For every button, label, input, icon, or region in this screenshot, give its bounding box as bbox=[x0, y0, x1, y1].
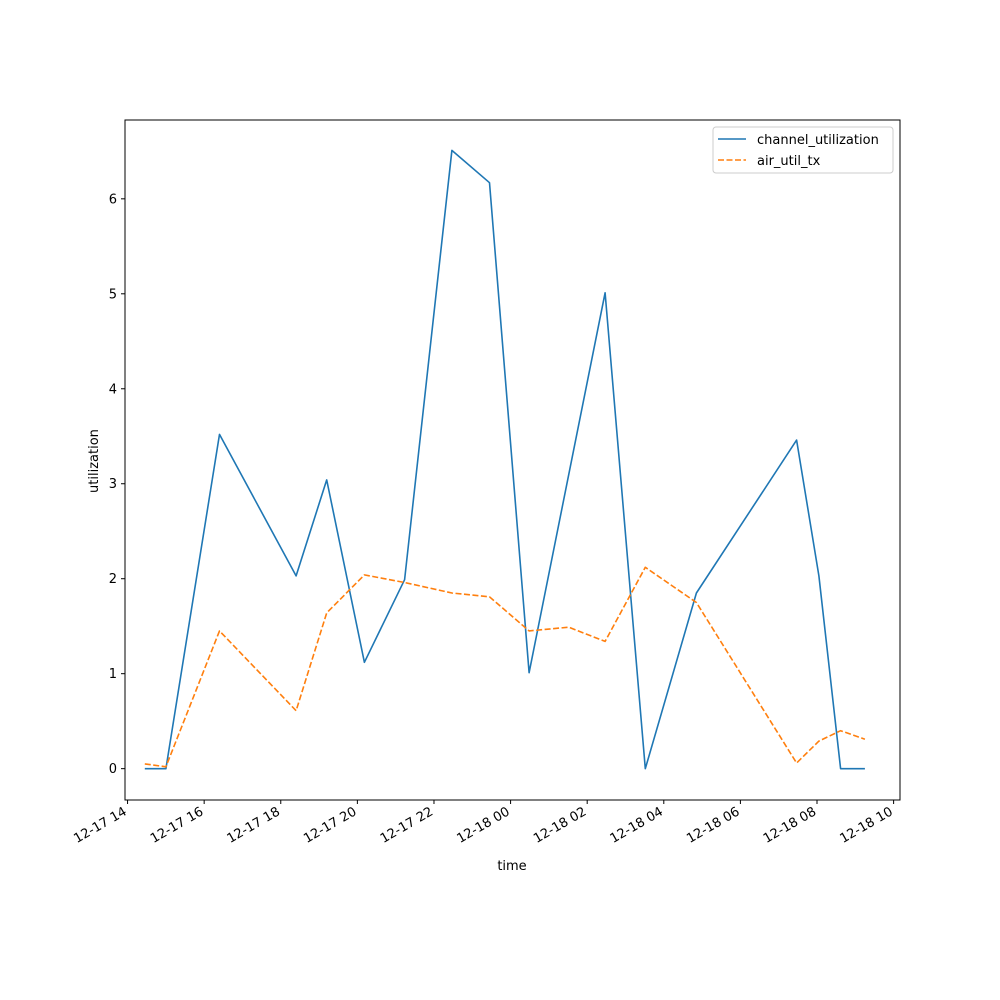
y-axis-label: utilization bbox=[87, 429, 102, 493]
legend: channel_utilization air_util_tx bbox=[712, 126, 894, 174]
y-tick-label: 0 bbox=[109, 762, 117, 777]
x-axis-ticks: 12-17 14 12-17 16 12-17 18 12-17 20 12-17 22… bbox=[71, 800, 896, 847]
x-axis-label: time bbox=[497, 859, 526, 874]
x-tick-label: 12-18 02 bbox=[531, 804, 589, 846]
y-tick-label: 5 bbox=[109, 287, 117, 302]
series-line-air-util-tx bbox=[144, 566, 866, 768]
y-tick-label: 4 bbox=[109, 382, 117, 397]
legend-box bbox=[712, 126, 894, 174]
x-tick-label: 12-17 14 bbox=[71, 804, 129, 846]
y-tick-label: 3 bbox=[109, 477, 117, 492]
x-tick-label: 12-17 22 bbox=[378, 804, 436, 846]
y-tick-label: 1 bbox=[109, 667, 117, 682]
y-tick-label: 6 bbox=[109, 192, 117, 207]
axes-frame bbox=[124, 119, 901, 801]
legend-label-air-util-tx: air_util_tx bbox=[757, 154, 821, 169]
x-tick-label: 12-18 06 bbox=[684, 804, 742, 846]
series-layer bbox=[144, 149, 866, 770]
x-tick-label: 12-18 00 bbox=[454, 804, 512, 846]
x-tick-label: 12-18 10 bbox=[837, 804, 895, 846]
x-tick-label: 12-17 20 bbox=[301, 804, 359, 846]
x-tick-label: 12-18 04 bbox=[608, 804, 666, 846]
x-tick-label: 12-17 16 bbox=[148, 804, 206, 846]
x-tick-label: 12-17 18 bbox=[225, 804, 283, 846]
series-line-channel-utilization bbox=[144, 149, 865, 770]
y-axis-ticks: 0 1 2 3 4 5 6 bbox=[109, 192, 125, 777]
x-tick-label: 12-18 08 bbox=[761, 804, 819, 846]
y-tick-label: 2 bbox=[109, 572, 117, 587]
legend-label-channel-utilization: channel_utilization bbox=[757, 133, 879, 148]
